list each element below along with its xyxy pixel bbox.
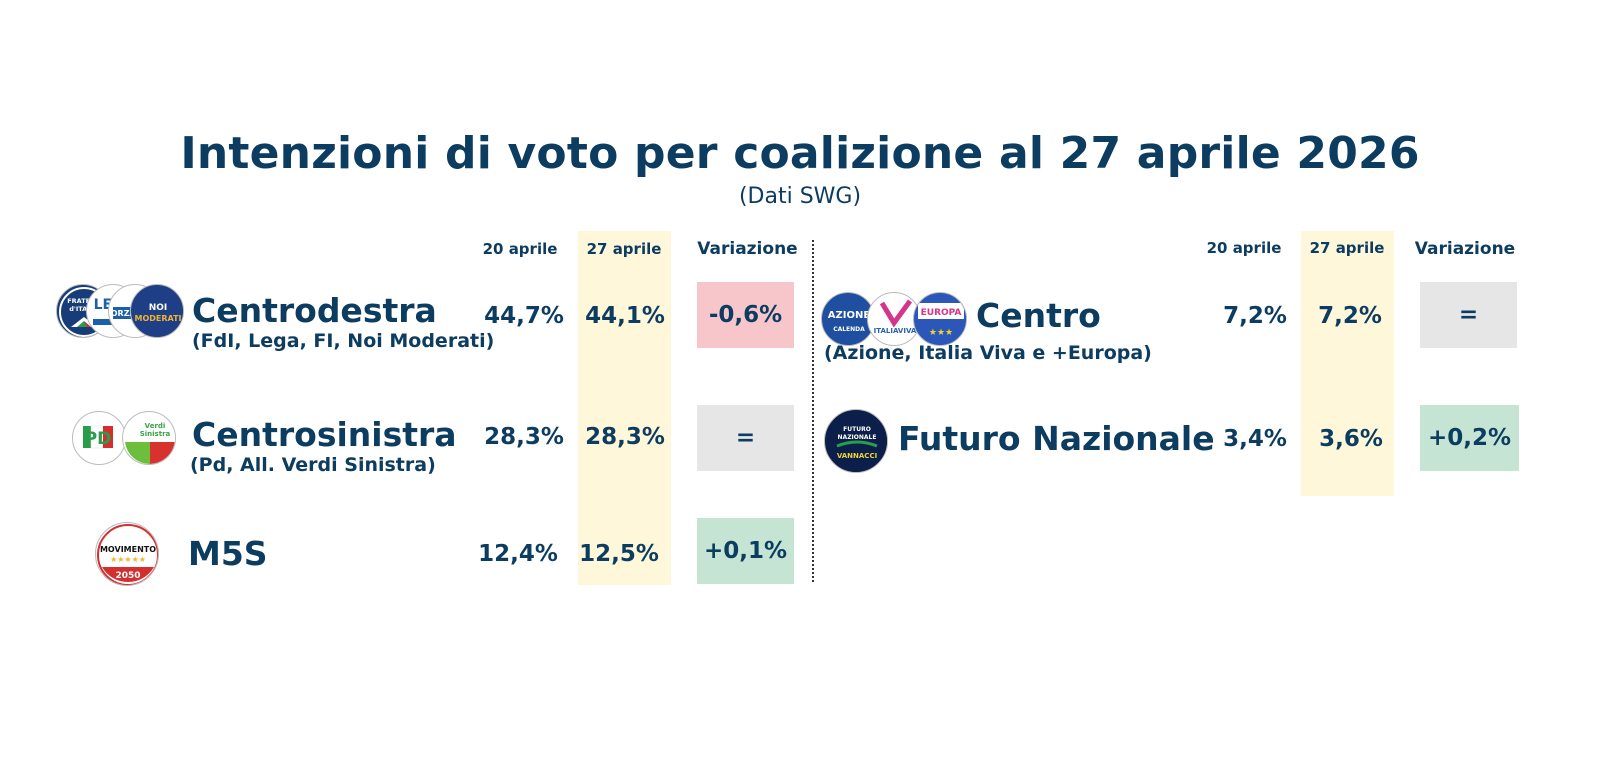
value-prev-centrosinistra: 28,3% — [484, 424, 564, 450]
header-var-left: Variazione — [697, 239, 798, 259]
change-badge-centrodestra: -0,6% — [697, 282, 794, 348]
svg-text:AZIONE: AZIONE — [828, 310, 871, 321]
row-name-centrosinistra: Centrosinistra — [192, 415, 457, 454]
svg-text:d'ITALIA: d'ITALIA — [69, 305, 99, 313]
row-desc-centro: (Azione, Italia Viva e +Europa) — [824, 342, 1152, 364]
logo-m5s: MOVIMENTO ★★★★★ 2050 — [95, 522, 159, 586]
svg-text:★★★★★: ★★★★★ — [110, 555, 146, 564]
svg-text:★★★: ★★★ — [929, 328, 953, 338]
value-prev-centrodestra: 44,7% — [484, 303, 564, 329]
svg-text:PD: PD — [85, 429, 112, 449]
row-desc-centrosinistra: (Pd, All. Verdi Sinistra) — [190, 454, 436, 476]
value-prev-m5s: 12,4% — [478, 541, 558, 567]
value-prev-centro: 7,2% — [1223, 303, 1287, 329]
change-badge-m5s: +0,1% — [697, 518, 794, 584]
row-name-centro: Centro — [976, 296, 1101, 335]
highlight-column-right — [1301, 231, 1394, 496]
svg-text:MOVIMENTO: MOVIMENTO — [100, 545, 156, 554]
svg-text:NAZIONALE: NAZIONALE — [838, 434, 877, 441]
logo-azione: AZIONE CALENDA — [821, 292, 875, 346]
row-name-futuro-nazionale: Futuro Nazionale — [898, 419, 1215, 458]
highlight-column-left — [578, 231, 671, 585]
svg-text:MODERATI: MODERATI — [134, 314, 181, 323]
change-badge-futuro-nazionale: +0,2% — [1420, 405, 1519, 471]
logo-pd: PD — [72, 411, 126, 465]
column-divider — [812, 240, 814, 582]
logo-piu-europa: EUROPA ★★★ — [913, 292, 967, 346]
svg-text:2050: 2050 — [115, 571, 140, 581]
row-desc-centrodestra: (FdI, Lega, FI, Noi Moderati) — [192, 330, 495, 352]
row-name-centrodestra: Centrodestra — [192, 291, 437, 330]
header-curr-right: 27 aprile — [1309, 239, 1385, 257]
svg-text:ITALIAVIVA: ITALIAVIVA — [874, 327, 917, 335]
change-badge-centrosinistra: = — [697, 405, 794, 471]
value-curr-m5s: 12,5% — [579, 541, 659, 567]
value-curr-centro: 7,2% — [1318, 303, 1382, 329]
value-prev-futuro-nazionale: 3,4% — [1223, 426, 1287, 452]
logo-group-centrosinistra: PD Verdi Sinistra — [72, 411, 180, 467]
header-var-right: Variazione — [1414, 239, 1516, 259]
header-prev-right: 20 aprile — [1206, 239, 1282, 257]
chart-title: Intenzioni di voto per coalizione al 27 … — [180, 128, 1420, 179]
svg-text:NOI: NOI — [149, 303, 168, 313]
change-badge-centro: = — [1420, 282, 1517, 348]
value-curr-centrosinistra: 28,3% — [585, 424, 665, 450]
svg-text:Verdi: Verdi — [145, 422, 166, 430]
row-name-m5s: M5S — [188, 534, 268, 573]
logo-fdi-text: FRATELLI — [67, 297, 101, 305]
svg-text:CALENDA: CALENDA — [833, 326, 865, 333]
svg-text:VANNACCI: VANNACCI — [837, 452, 877, 460]
logo-futuro-nazionale: FUTURO NAZIONALE VANNACCI — [824, 409, 888, 473]
logo-noi-moderati: NOI MODERATI — [130, 284, 184, 338]
header-curr-left: 27 aprile — [586, 240, 662, 258]
value-curr-centrodestra: 44,1% — [585, 303, 665, 329]
logo-italia-viva: ITALIAVIVA — [867, 292, 921, 346]
header-prev-left: 20 aprile — [482, 240, 558, 258]
logo-avs: Verdi Sinistra — [122, 411, 176, 465]
svg-text:EUROPA: EUROPA — [921, 308, 962, 318]
svg-text:Sinistra: Sinistra — [140, 430, 171, 438]
logo-group-centrodestra: FRATELLI d'ITALIA LEGA FORZA ITALIA NOI … — [56, 284, 184, 340]
svg-text:FUTURO: FUTURO — [843, 426, 871, 433]
value-curr-futuro-nazionale: 3,6% — [1319, 426, 1383, 452]
chart-subtitle: (Dati SWG) — [738, 184, 862, 209]
logo-group-centro: AZIONE CALENDA ITALIAVIVA EUROPA ★★★ — [821, 290, 971, 346]
